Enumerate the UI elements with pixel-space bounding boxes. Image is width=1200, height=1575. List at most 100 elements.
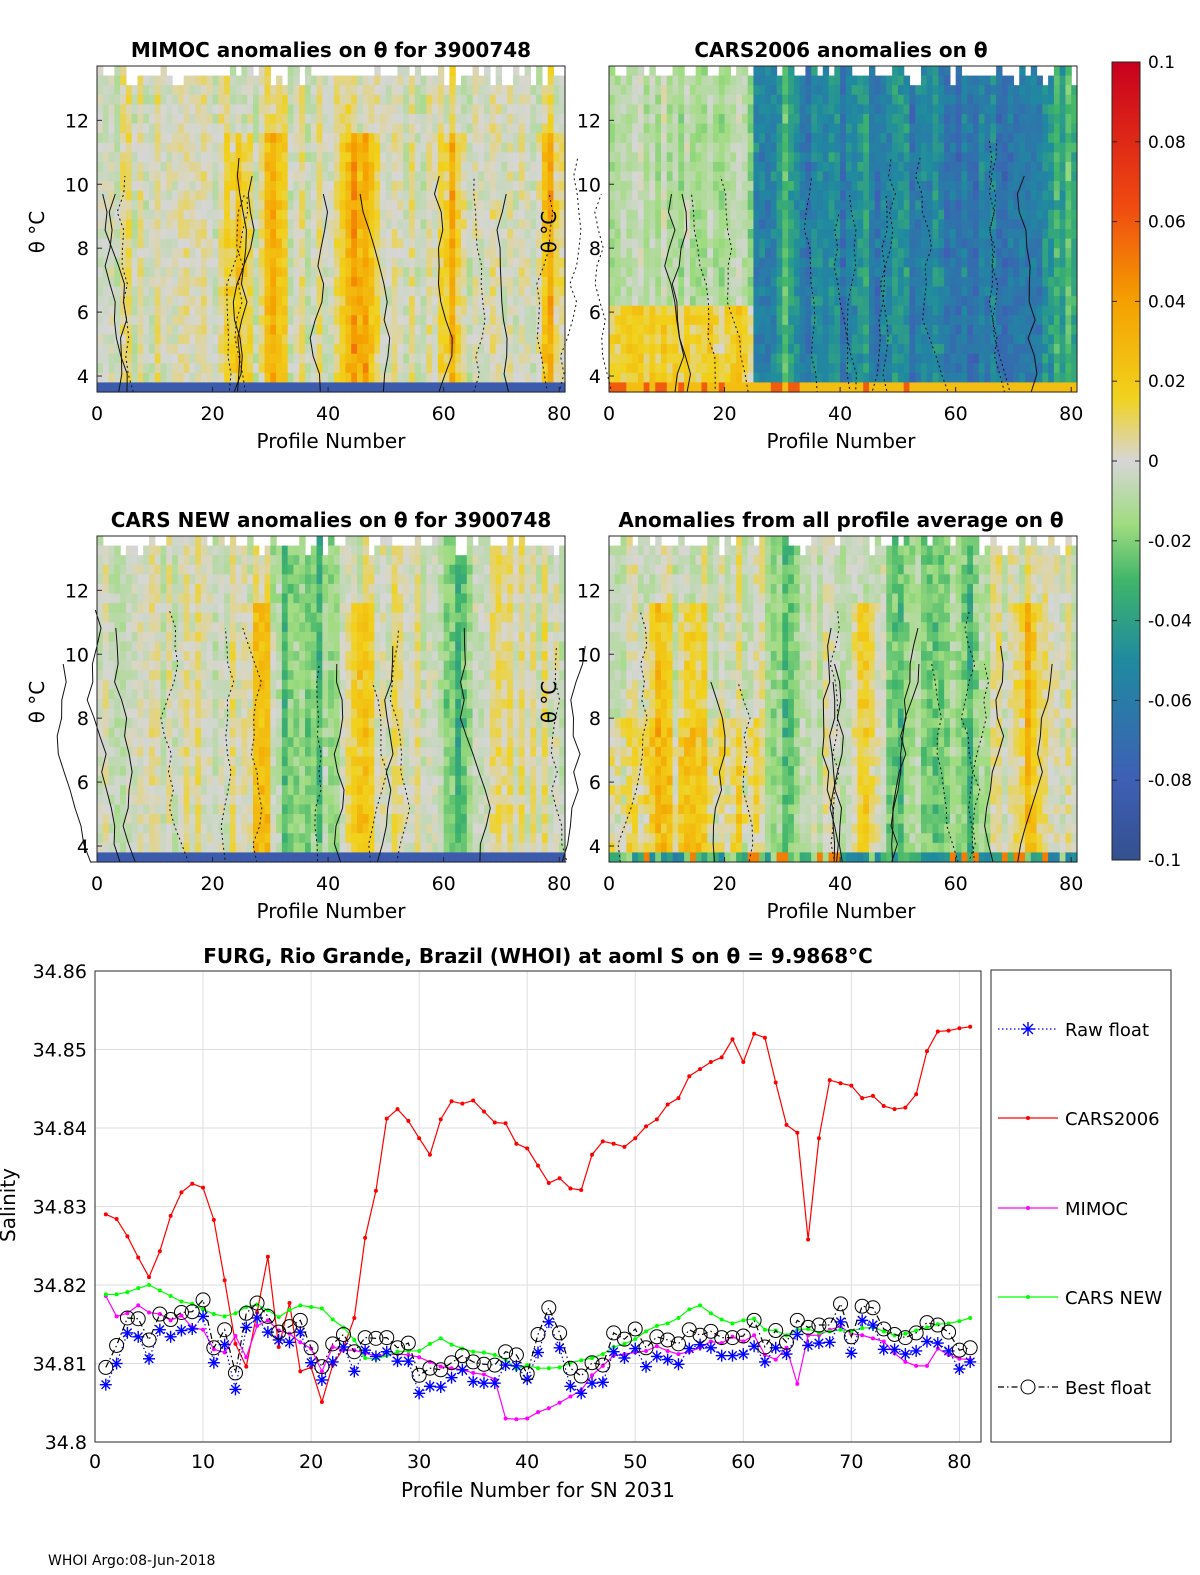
heatmap-cell xyxy=(195,94,202,105)
heatmap-cell xyxy=(817,181,824,192)
heatmap-cell xyxy=(166,276,173,288)
heatmap-cell xyxy=(811,363,818,374)
heatmap-cell xyxy=(484,85,491,96)
heatmap-cell xyxy=(322,209,329,221)
heatmap-cell xyxy=(805,190,812,201)
heatmap-cell xyxy=(495,209,503,221)
heatmap-cell xyxy=(229,181,237,192)
heatmap-cell xyxy=(351,152,358,163)
heatmap-cell xyxy=(614,324,622,336)
heatmap-cell xyxy=(357,85,364,96)
heatmap-cell xyxy=(501,286,508,297)
heatmap-cell xyxy=(626,315,633,326)
heatmap-cell xyxy=(235,315,243,326)
heatmap-cell xyxy=(437,334,445,345)
heatmap-cell xyxy=(299,276,306,288)
heatmap-cell xyxy=(897,257,905,268)
heatmap-cell xyxy=(154,113,162,125)
heatmap-cell xyxy=(114,248,121,259)
heatmap-cell xyxy=(869,276,876,288)
heatmap-cell xyxy=(857,85,864,96)
heatmap-cell xyxy=(961,161,968,173)
heatmap-cell xyxy=(921,248,928,259)
heatmap-cell xyxy=(892,161,899,173)
heatmap-cell xyxy=(455,324,462,336)
heatmap-cell xyxy=(253,267,260,278)
heatmap-cell xyxy=(247,85,254,96)
heatmap-cell xyxy=(333,257,341,268)
heatmap-cell xyxy=(536,324,543,336)
heatmap-cell xyxy=(707,113,714,125)
heatmap-cell xyxy=(437,315,445,326)
heatmap-cell xyxy=(713,229,720,240)
heatmap-cell xyxy=(869,305,876,316)
heatmap-cell xyxy=(501,85,508,96)
heatmap-cell xyxy=(374,276,381,288)
heatmap-cell xyxy=(695,372,703,384)
heatmap-cell xyxy=(684,85,691,96)
heatmap-cell xyxy=(495,133,503,144)
heatmap-cell xyxy=(380,171,387,182)
heatmap-cell xyxy=(817,353,824,364)
heatmap-cell xyxy=(270,248,277,259)
heatmap-cell xyxy=(753,238,760,249)
heatmap-cell xyxy=(437,382,445,393)
heatmap-cell xyxy=(97,296,104,307)
heatmap-cell xyxy=(863,315,870,326)
heatmap-cell xyxy=(206,344,214,355)
heatmap-cell xyxy=(189,75,196,86)
heatmap-cell xyxy=(811,94,818,105)
heatmap-cell xyxy=(874,190,882,201)
heatmap-cell xyxy=(195,104,202,115)
heatmap-cell xyxy=(345,190,352,201)
heatmap-cell xyxy=(776,209,783,221)
heatmap-cell xyxy=(536,123,543,134)
heatmap-cell xyxy=(886,152,893,163)
heatmap-cell xyxy=(921,104,928,115)
heatmap-cell xyxy=(863,276,870,288)
heatmap-cell xyxy=(828,142,835,153)
heatmap-cell xyxy=(247,286,254,297)
heatmap-cell xyxy=(955,248,963,259)
heatmap-cell xyxy=(938,200,945,211)
heatmap-cell xyxy=(183,219,191,230)
heatmap-cell xyxy=(293,229,300,240)
heatmap-cell xyxy=(632,113,639,125)
heatmap-cell xyxy=(108,113,115,125)
heatmap-cell xyxy=(845,305,853,316)
heatmap-cell xyxy=(689,152,697,163)
heatmap-cell xyxy=(707,305,714,316)
heatmap-cell xyxy=(380,133,387,144)
heatmap-cell xyxy=(661,190,668,201)
heatmap-cell xyxy=(834,171,841,182)
heatmap-cell xyxy=(420,257,427,268)
heatmap-cell xyxy=(495,181,503,192)
heatmap-cell xyxy=(501,123,508,134)
heatmap-cell xyxy=(834,123,841,134)
heatmap-cell xyxy=(944,190,951,201)
heatmap-cell xyxy=(229,286,237,297)
heatmap-cell xyxy=(362,248,370,259)
heatmap-cell xyxy=(466,238,474,249)
heatmap-cell xyxy=(892,209,899,221)
heatmap-cell xyxy=(553,209,560,221)
heatmap-cell xyxy=(857,219,864,230)
heatmap-cell xyxy=(143,267,150,278)
heatmap-cell xyxy=(553,267,560,278)
heatmap-cell xyxy=(322,133,329,144)
heatmap-cell xyxy=(672,372,679,384)
heatmap-cell xyxy=(276,133,283,144)
heatmap-cell xyxy=(351,181,358,192)
heatmap-cell xyxy=(143,276,150,288)
heatmap-cell xyxy=(689,267,697,278)
heatmap-cell xyxy=(484,334,491,345)
heatmap-cell xyxy=(793,334,801,345)
heatmap-cell xyxy=(961,209,968,221)
heatmap-cell xyxy=(724,344,731,355)
heatmap-cell xyxy=(655,85,662,96)
heatmap-cell xyxy=(793,219,801,230)
heatmap-cell xyxy=(501,334,508,345)
heatmap-cell xyxy=(553,276,560,288)
heatmap-cell xyxy=(229,133,237,144)
heatmap-cell xyxy=(437,286,445,297)
